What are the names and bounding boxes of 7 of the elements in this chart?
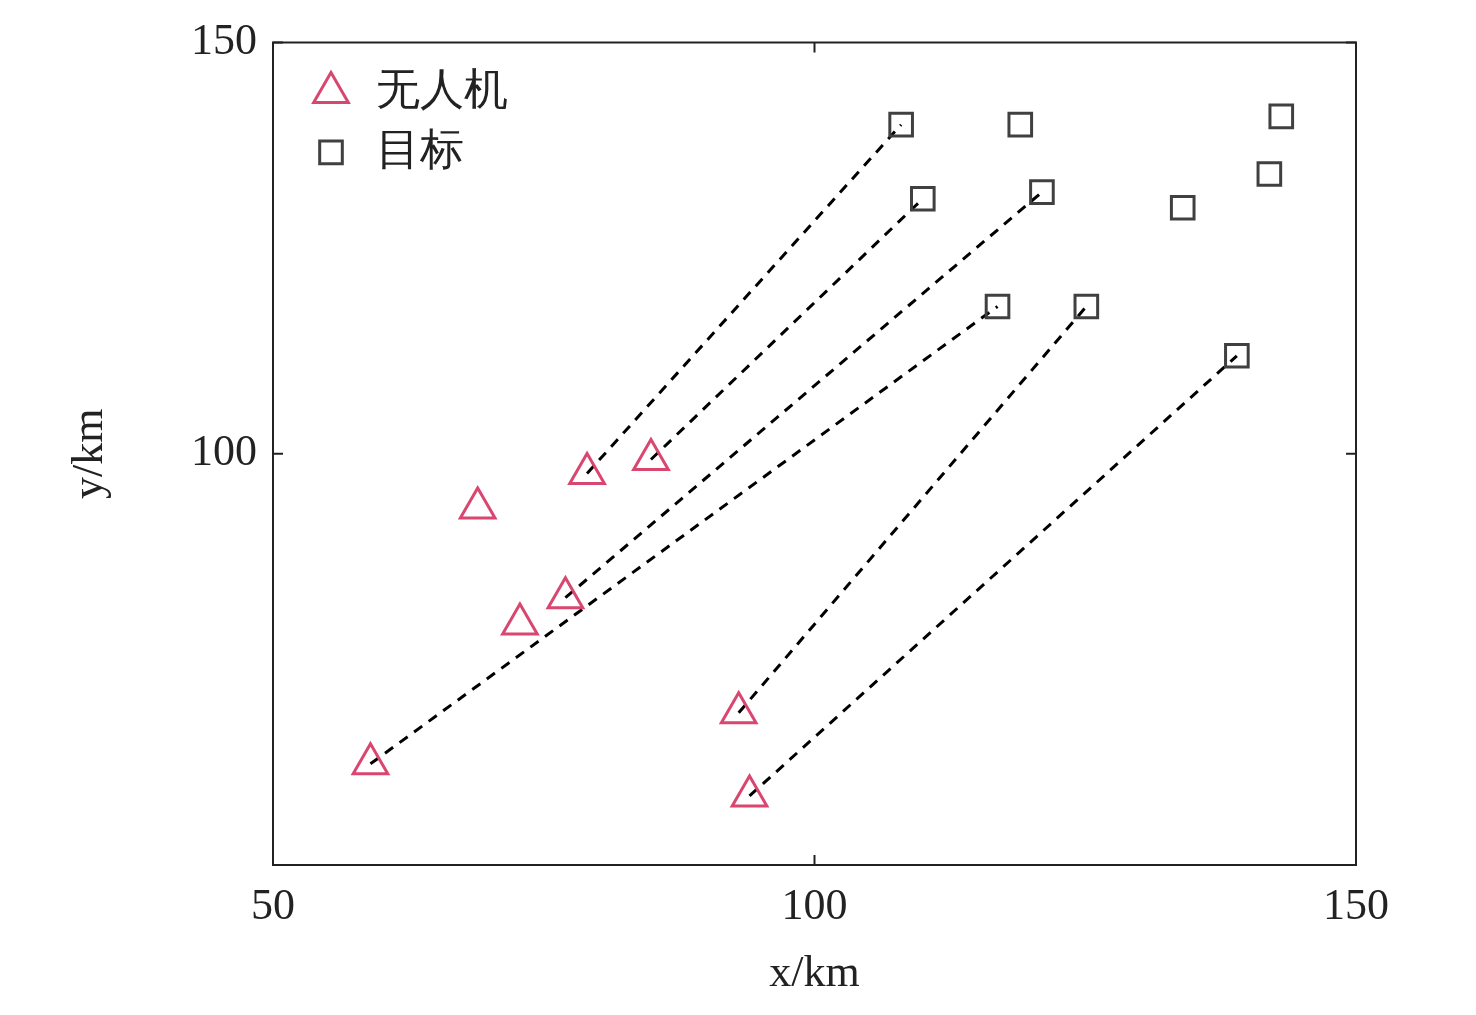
x-tick-label: 50 xyxy=(251,879,295,929)
x-tick-label: 150 xyxy=(1323,879,1389,929)
y-axis-title: y/km xyxy=(62,408,112,499)
legend-label: 目标 xyxy=(376,124,464,174)
x-tick-label: 100 xyxy=(781,879,848,929)
x-axis-title: x/km xyxy=(769,947,860,997)
legend-label: 无人机 xyxy=(376,64,508,114)
